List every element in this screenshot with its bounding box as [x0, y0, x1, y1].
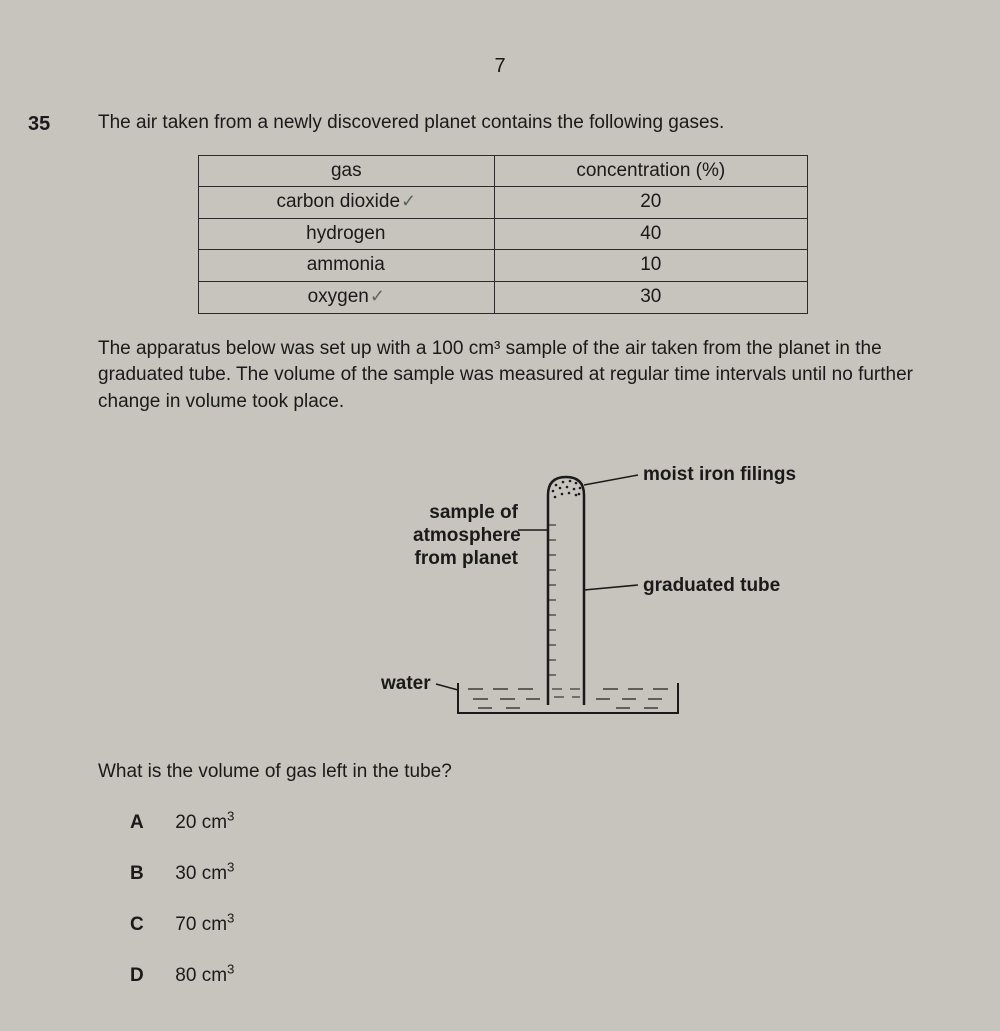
gas-name: ammonia: [307, 254, 385, 275]
option-value: 80 cm3: [175, 965, 234, 986]
option-value: 30 cm3: [175, 863, 234, 884]
table-header-conc: concentration (%): [494, 155, 807, 187]
page-number: 7: [494, 52, 505, 80]
table-cell-conc: 10: [494, 250, 807, 282]
apparatus-diagram: moist iron filings sample of atmosphere …: [218, 455, 918, 735]
label-sample: sample of atmosphere from planet: [413, 502, 518, 570]
option-letter: C: [130, 912, 170, 939]
option-letter: D: [130, 963, 170, 990]
gas-name: carbon dioxide: [276, 191, 400, 212]
label-graduated-tube: graduated tube: [643, 575, 780, 598]
paragraph-2: The apparatus below was set up with a 10…: [98, 336, 960, 416]
table-cell-conc: 30: [494, 281, 807, 313]
option-b: B 30 cm3: [130, 859, 960, 888]
stem-text: The air taken from a newly discovered pl…: [98, 110, 960, 137]
label-moist-iron: moist iron filings: [643, 464, 796, 487]
table-cell-conc: 40: [494, 218, 807, 250]
gas-name: hydrogen: [306, 223, 385, 244]
gas-name: oxygen: [308, 286, 369, 307]
question-body: The air taken from a newly discovered pl…: [98, 110, 960, 1012]
question-number: 35: [28, 110, 50, 138]
label-line: sample of: [413, 502, 518, 525]
table-header-gas: gas: [199, 155, 495, 187]
option-d: D 80 cm3: [130, 961, 960, 990]
table-cell-gas: oxygen✓: [199, 281, 495, 313]
apparatus-svg: [218, 455, 918, 735]
table-cell-conc: 20: [494, 187, 807, 219]
option-letter: B: [130, 861, 170, 888]
option-value: 70 cm3: [175, 914, 234, 935]
table-cell-gas: hydrogen: [199, 218, 495, 250]
question-prompt: What is the volume of gas left in the tu…: [98, 759, 960, 786]
label-line: from planet: [413, 548, 518, 571]
check-icon: ✓: [370, 284, 385, 309]
option-value: 20 cm3: [175, 812, 234, 833]
option-letter: A: [130, 810, 170, 837]
check-icon: ✓: [401, 189, 416, 214]
option-a: A 20 cm3: [130, 808, 960, 837]
label-water: water: [381, 673, 431, 696]
option-c: C 70 cm3: [130, 910, 960, 939]
options-list: A 20 cm3 B 30 cm3 C 70 cm3 D 80 cm3: [130, 808, 960, 990]
table-cell-gas: carbon dioxide✓: [199, 187, 495, 219]
table-cell-gas: ammonia: [199, 250, 495, 282]
gas-table: gas concentration (%) carbon dioxide✓ 20…: [198, 155, 808, 314]
label-line: atmosphere: [413, 525, 518, 548]
